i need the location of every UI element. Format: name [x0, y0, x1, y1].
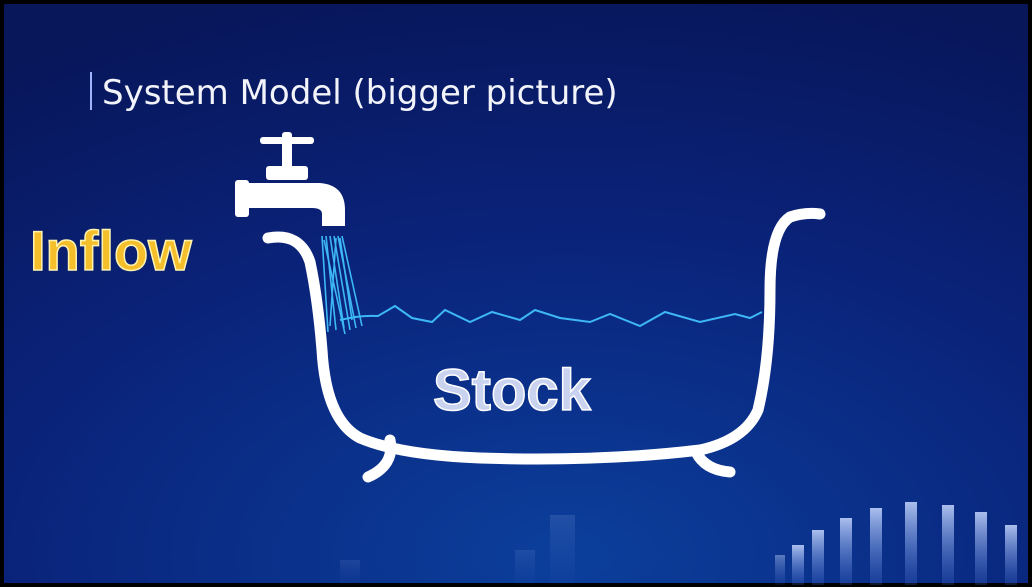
bathtub	[262, 207, 826, 483]
stock-label: Stock	[433, 358, 592, 423]
slide-title: System Model (bigger picture)	[102, 73, 618, 113]
inflow-label: Inflow	[30, 219, 192, 282]
decor-bars	[340, 502, 1017, 585]
water-stream	[321, 235, 363, 335]
faucet	[235, 132, 345, 226]
water-surface	[339, 304, 763, 328]
